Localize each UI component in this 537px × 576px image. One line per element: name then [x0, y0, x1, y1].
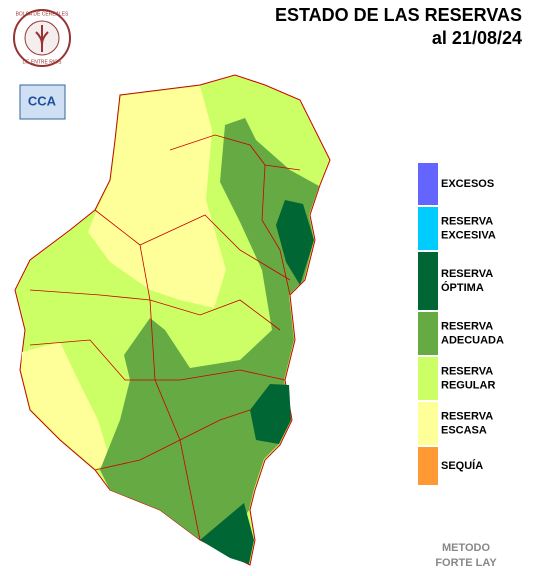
dept-border [94, 209, 291, 281]
zone-optima [250, 384, 291, 444]
legend-label: RESERVA [441, 410, 493, 422]
zone-escasa [88, 86, 226, 308]
legend-label: ESCASA [441, 424, 487, 436]
legend-label: SEQUÍA [441, 459, 483, 472]
dept-border [261, 164, 291, 296]
legend-label: RESERVA [441, 215, 493, 227]
cca-logo: CCA [19, 84, 66, 120]
legend-swatch [418, 447, 438, 485]
legend-label: ÓPTIMA [441, 281, 484, 294]
dept-border [29, 339, 286, 381]
legend-swatch [418, 312, 438, 355]
legend-swatch [418, 163, 438, 205]
legend-label: EXCESOS [441, 178, 494, 190]
bolsa-logo: BOLSA DE CEREALES DE ENTRE RIOS [13, 9, 71, 67]
zone-escasa [21, 342, 110, 469]
footer-line: METODO [442, 542, 491, 554]
legend-label: RESERVA [441, 365, 493, 377]
legend: EXCESOSRESERVAEXCESIVARESERVAÓPTIMARESER… [418, 163, 504, 485]
zone-optima [200, 503, 254, 564]
legend-label: REGULAR [441, 379, 495, 391]
logo-text-top: BOLSA DE CEREALES [16, 11, 69, 17]
logo-wheat [35, 25, 49, 52]
legend-label: RESERVA [441, 268, 493, 280]
dept-border [139, 244, 201, 541]
dept-border [29, 289, 281, 331]
date: al 21/08/24 [432, 28, 522, 48]
legend-swatch [418, 252, 438, 310]
legend-label: RESERVA [441, 320, 493, 332]
legend-label: ADECUADA [441, 334, 504, 346]
legend-swatch [418, 357, 438, 400]
province-map [14, 74, 331, 566]
logo-text-bottom: DE ENTRE RIOS [23, 59, 63, 65]
legend-swatch [418, 402, 438, 445]
zone-optima [276, 200, 314, 285]
cca-text: CCA [28, 93, 57, 108]
legend-swatch [418, 207, 438, 250]
footer-line: FORTE LAY [435, 557, 497, 569]
dept-border [169, 134, 301, 171]
cca-box [19, 84, 66, 120]
legend-label: EXCESIVA [441, 229, 496, 241]
title: ESTADO DE LAS RESERVAS [275, 5, 522, 25]
